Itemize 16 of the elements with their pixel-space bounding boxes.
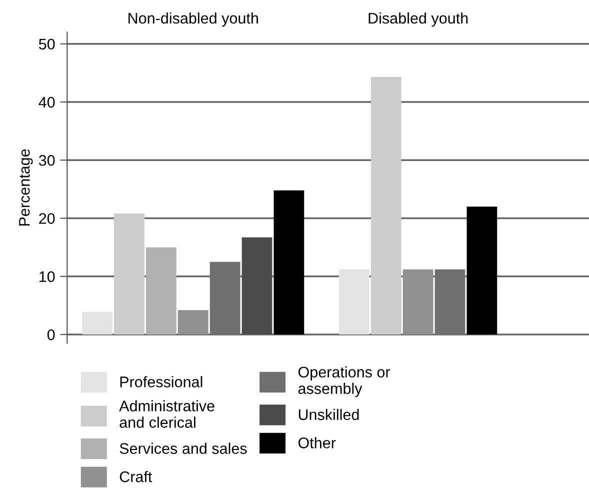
y-tick-label: 10 bbox=[40, 271, 55, 282]
legend-label: Professional bbox=[120, 376, 202, 388]
legend-label: Other bbox=[298, 437, 336, 448]
y-tick-label: 30 bbox=[38, 154, 55, 166]
legend-label: Unskilled bbox=[298, 408, 359, 420]
x-tick-label: Non-disabled youth bbox=[128, 12, 258, 27]
legend-label: Services and sales bbox=[120, 442, 247, 454]
y-axis-title: Percentage bbox=[19, 149, 33, 226]
y-tick-label: 50 bbox=[38, 38, 55, 50]
x-tick-label: Disabled youth bbox=[368, 12, 468, 27]
legend-label: Operations or assembly bbox=[298, 366, 390, 398]
legend-label: Administrative and clerical bbox=[119, 400, 214, 428]
y-tick-label: 0 bbox=[47, 329, 55, 340]
legend-label: Craft bbox=[120, 471, 152, 482]
y-tick-label: 40 bbox=[38, 96, 55, 108]
y-tick-label: 20 bbox=[39, 213, 55, 224]
